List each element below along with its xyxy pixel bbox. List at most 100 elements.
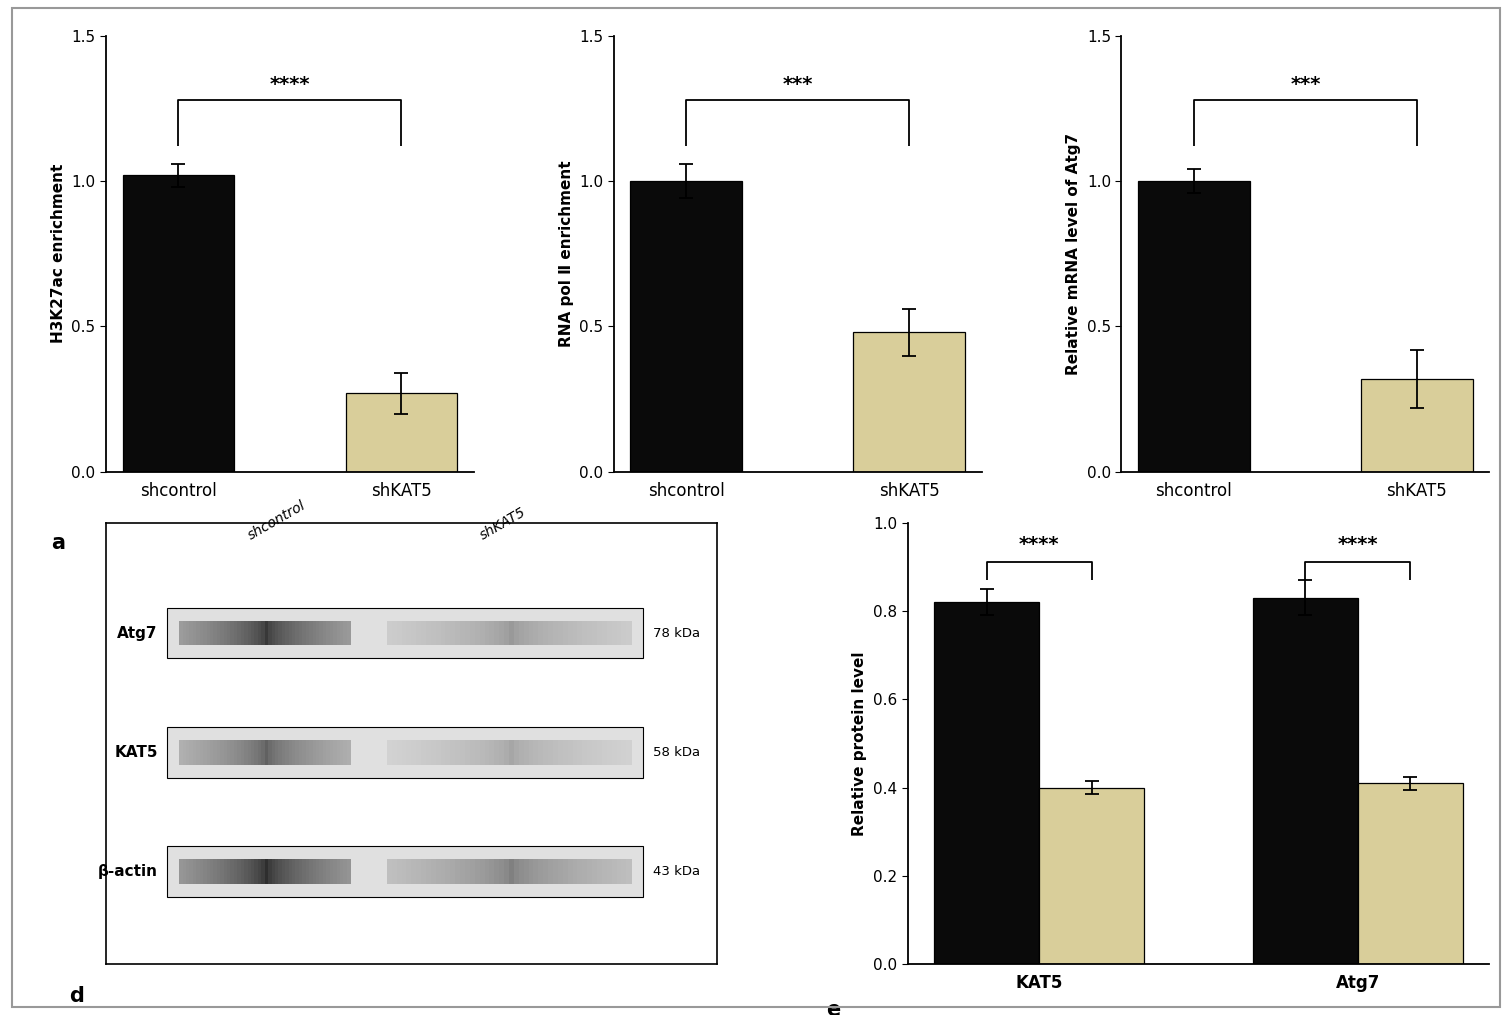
Bar <box>327 621 330 646</box>
Bar <box>316 740 321 764</box>
Bar <box>503 860 510 884</box>
Bar <box>503 621 510 646</box>
Text: ****: **** <box>269 75 310 93</box>
Bar <box>606 740 612 764</box>
Bar <box>299 860 302 884</box>
Bar <box>1358 784 1464 964</box>
Bar <box>523 740 529 764</box>
Bar <box>562 740 569 764</box>
Bar <box>221 621 224 646</box>
Bar <box>1139 181 1249 472</box>
Bar <box>289 621 293 646</box>
Bar <box>197 740 200 764</box>
Bar <box>617 860 621 884</box>
Bar <box>587 740 593 764</box>
Bar <box>396 621 402 646</box>
Bar <box>411 621 417 646</box>
Bar <box>281 740 286 764</box>
Bar <box>853 332 965 472</box>
Bar <box>1361 379 1473 472</box>
Bar <box>587 621 593 646</box>
Bar <box>272 740 275 764</box>
Bar <box>435 740 442 764</box>
Bar <box>612 621 617 646</box>
Bar <box>593 740 597 764</box>
Bar <box>299 740 302 764</box>
Bar <box>189 860 194 884</box>
Bar <box>278 740 283 764</box>
Bar <box>337 740 340 764</box>
Bar <box>543 740 549 764</box>
Bar <box>319 621 324 646</box>
Bar <box>567 740 573 764</box>
Bar <box>251 740 256 764</box>
Bar <box>549 860 553 884</box>
Bar <box>186 621 191 646</box>
Bar <box>387 740 392 764</box>
Bar <box>289 860 293 884</box>
Bar <box>446 621 451 646</box>
Bar <box>387 860 392 884</box>
Bar <box>240 860 245 884</box>
Bar <box>416 621 422 646</box>
Bar <box>200 860 204 884</box>
Bar <box>499 621 505 646</box>
Bar <box>278 860 283 884</box>
Text: 78 kDa: 78 kDa <box>653 626 700 639</box>
Bar <box>606 860 612 884</box>
Bar <box>240 740 245 764</box>
Bar <box>567 860 573 884</box>
Bar <box>455 740 461 764</box>
Bar <box>221 740 224 764</box>
Bar <box>213 740 218 764</box>
Bar <box>519 740 525 764</box>
Bar <box>402 860 407 884</box>
Bar <box>227 740 231 764</box>
Bar <box>519 860 525 884</box>
Bar <box>549 621 553 646</box>
Bar <box>319 860 324 884</box>
Bar <box>254 621 259 646</box>
Bar <box>582 621 588 646</box>
Bar <box>178 740 183 764</box>
Bar <box>558 621 564 646</box>
Bar <box>278 621 283 646</box>
Bar <box>346 394 457 472</box>
Text: shcontrol: shcontrol <box>245 498 308 543</box>
Bar <box>216 740 221 764</box>
Bar <box>602 860 608 884</box>
Bar <box>237 621 242 646</box>
Bar <box>523 621 529 646</box>
Bar <box>243 740 248 764</box>
Bar <box>210 860 215 884</box>
Bar <box>534 740 538 764</box>
Bar <box>538 740 544 764</box>
Text: shKAT5: shKAT5 <box>478 505 529 543</box>
Bar <box>183 621 186 646</box>
Bar <box>295 740 299 764</box>
Text: β-actin: β-actin <box>98 864 157 879</box>
Bar <box>407 860 411 884</box>
Bar <box>230 860 234 884</box>
Bar <box>346 621 351 646</box>
Bar <box>305 860 310 884</box>
Bar <box>426 860 431 884</box>
Bar <box>319 740 324 764</box>
Bar <box>203 621 207 646</box>
Bar <box>197 860 200 884</box>
Bar <box>621 740 627 764</box>
Bar <box>343 740 348 764</box>
Bar <box>295 860 299 884</box>
Bar <box>324 621 327 646</box>
Bar <box>186 860 191 884</box>
Bar <box>183 740 186 764</box>
Bar <box>178 860 183 884</box>
Bar <box>343 860 348 884</box>
Text: ***: *** <box>1290 75 1320 93</box>
Text: e: e <box>826 1000 841 1015</box>
Bar <box>200 621 204 646</box>
Bar <box>538 621 544 646</box>
Bar <box>295 621 299 646</box>
Text: 43 kDa: 43 kDa <box>653 865 700 878</box>
Bar <box>122 176 234 472</box>
